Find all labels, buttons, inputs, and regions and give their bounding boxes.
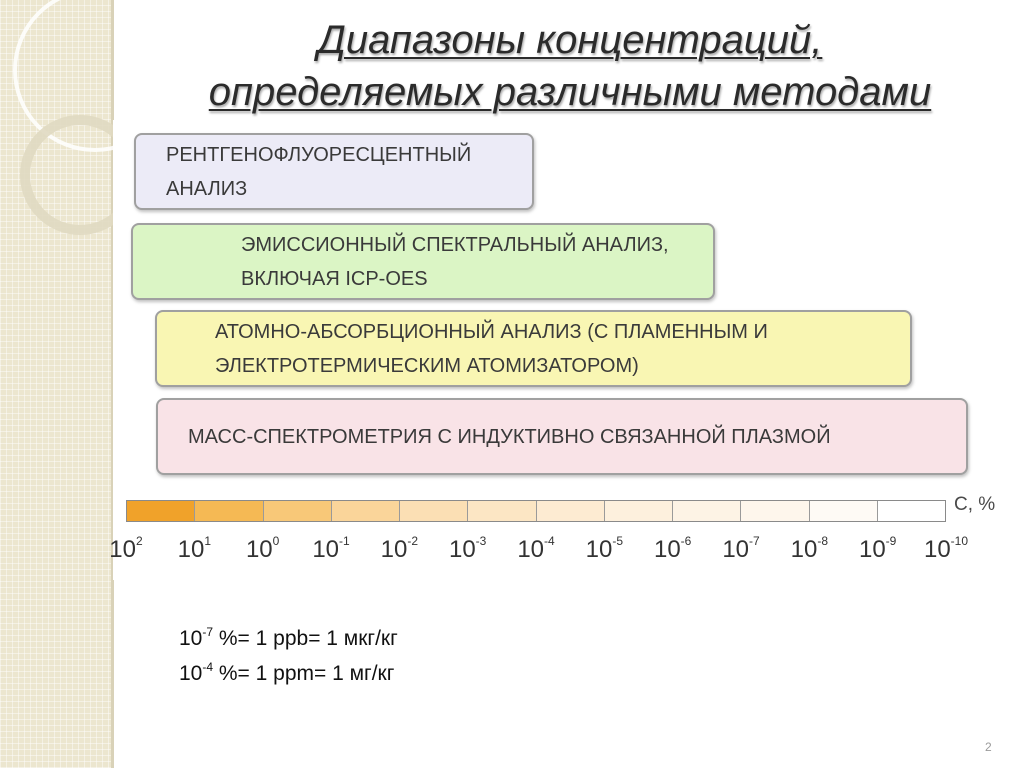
scale-tick-label: 10-10 bbox=[923, 534, 969, 563]
scale-segment bbox=[468, 501, 537, 521]
method-box-oes: ЭМИССИОННЫЙ СПЕКТРАЛЬНЫЙ АНАЛИЗ, ВКЛЮЧАЯ… bbox=[131, 223, 715, 300]
note-ppb: 10-7 %= 1 ppb= 1 мкг/кг bbox=[179, 625, 398, 650]
method-label-xrf: РЕНТГЕНОФЛУОРЕСЦЕНТНЫЙ АНАЛИЗ bbox=[166, 143, 472, 200]
method-label-aas: АТОМНО-АБСОРБЦИОННЫЙ АНАЛИЗ (С ПЛАМЕННЫМ… bbox=[215, 320, 768, 377]
scale-tick-label: 10-8 bbox=[790, 534, 829, 563]
scale-segment bbox=[741, 501, 810, 521]
scale-tick-label: 10-7 bbox=[722, 534, 760, 563]
note-ppm: 10-4 %= 1 ppm= 1 мг/кг bbox=[179, 660, 395, 685]
method-box-aas: АТОМНО-АБСОРБЦИОННЫЙ АНАЛИЗ (С ПЛАМЕННЫМ… bbox=[155, 310, 912, 387]
scale-tick-label: 101 bbox=[177, 534, 212, 563]
scale-tick-label: 10-6 bbox=[653, 534, 692, 563]
method-box-icpms: МАСС-СПЕКТРОМЕТРИЯ С ИНДУКТИВНО СВЯЗАННО… bbox=[156, 398, 968, 475]
scale-segment bbox=[331, 501, 400, 521]
scale-segment bbox=[195, 501, 264, 521]
slide-title: Диапазоны концентраций, определяемых раз… bbox=[120, 14, 1020, 118]
scale-tick-label: 10-2 bbox=[380, 534, 419, 563]
scale-segment bbox=[127, 501, 196, 521]
scale-tick-label: 10-9 bbox=[858, 534, 897, 563]
scale-segment bbox=[877, 501, 945, 521]
method-box-xrf: РЕНТГЕНОФЛУОРЕСЦЕНТНЫЙ АНАЛИЗ bbox=[134, 133, 534, 210]
page-number: 2 bbox=[985, 740, 992, 754]
side-strip-edge bbox=[111, 0, 114, 768]
decorative-side-strip bbox=[0, 0, 113, 768]
scale-segment bbox=[263, 501, 332, 521]
scale-tick-label: 10-4 bbox=[517, 534, 555, 563]
scale-tick-label: 100 bbox=[245, 534, 280, 563]
scale-segment bbox=[604, 501, 673, 521]
scale-segment bbox=[400, 501, 469, 521]
concentration-scale-bar bbox=[126, 500, 946, 522]
title-line-1: Диапазоны концентраций, bbox=[317, 18, 823, 62]
method-label-oes: ЭМИССИОННЫЙ СПЕКТРАЛЬНЫЙ АНАЛИЗ, ВКЛЮЧАЯ… bbox=[241, 233, 669, 290]
scale-tick-label: 102 bbox=[109, 534, 143, 563]
scale-unit-label: С, % bbox=[954, 494, 996, 515]
unit-notes: 10-7 %= 1 ppb= 1 мкг/кг 10-4 %= 1 ppm= 1… bbox=[179, 618, 398, 688]
scale-segment bbox=[536, 501, 605, 521]
scale-tick-label: 10-1 bbox=[312, 534, 350, 563]
scale-tick-label: 10-3 bbox=[448, 534, 487, 563]
scale-tick-label: 10-5 bbox=[585, 534, 624, 563]
title-line-2: определяемых различными методами bbox=[208, 70, 932, 114]
method-label-icpms: МАСС-СПЕКТРОМЕТРИЯ С ИНДУКТИВНО СВЯЗАННО… bbox=[188, 425, 831, 448]
scale-segment bbox=[673, 501, 742, 521]
scale-segment bbox=[809, 501, 878, 521]
